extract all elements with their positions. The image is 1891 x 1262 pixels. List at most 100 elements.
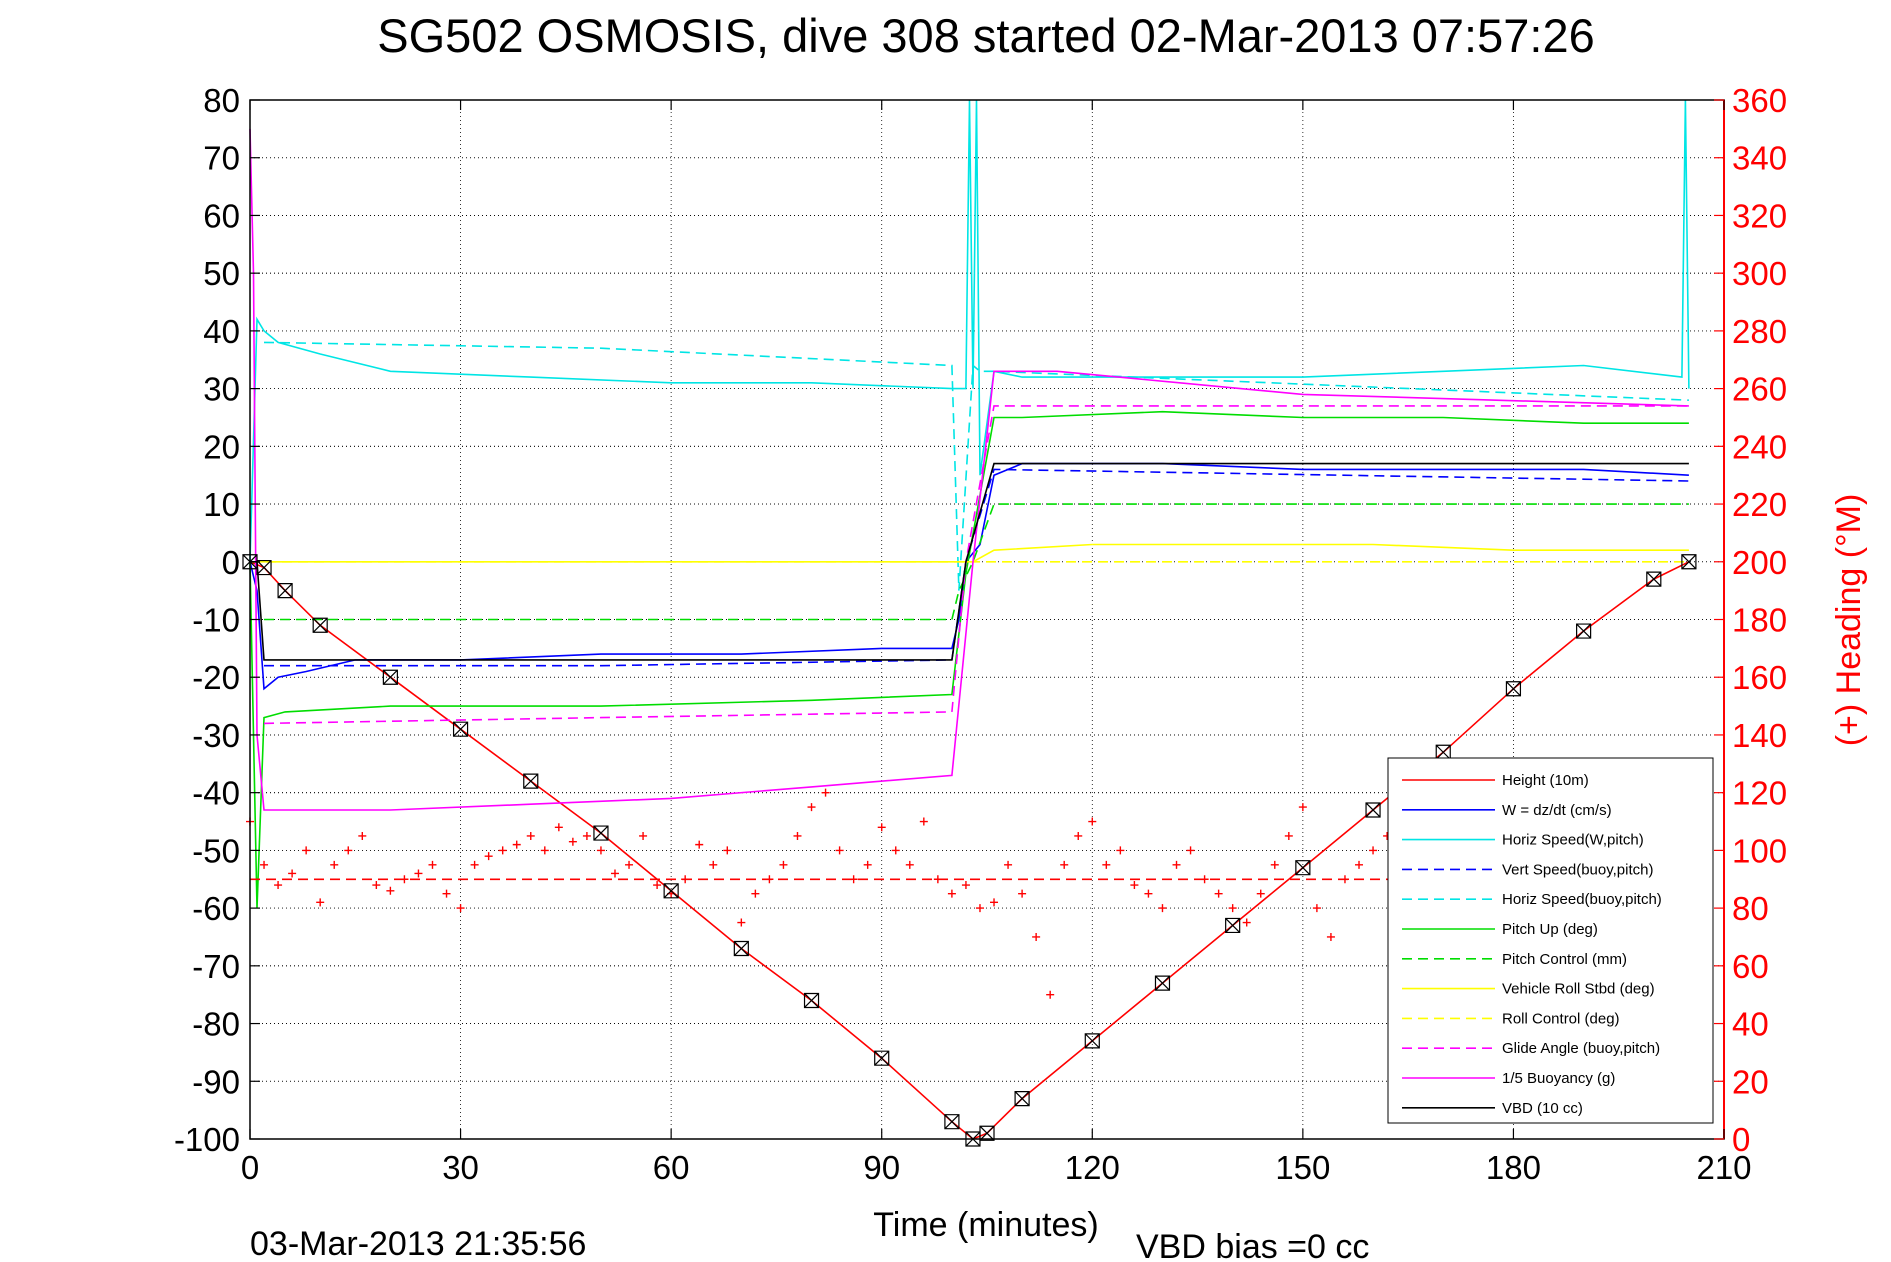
- legend-item-label: 1/5 Buoyancy (g): [1502, 1070, 1615, 1087]
- heading-point: [1018, 889, 1027, 898]
- heading-point: [990, 898, 999, 907]
- height-marker: [803, 992, 820, 1009]
- legend-box: [1387, 757, 1714, 1124]
- x-tick-label: 30: [442, 1149, 479, 1186]
- y-tick-label: -100: [174, 1121, 240, 1158]
- height-marker: [312, 617, 328, 633]
- height-marker: [663, 883, 679, 899]
- heading-point: [1214, 889, 1223, 898]
- y2-tick-label: 200: [1732, 544, 1787, 581]
- x-tick-label: 0: [241, 1149, 259, 1186]
- heading-point: [582, 831, 591, 840]
- heading-point: [1032, 932, 1041, 941]
- legend-item-label: Height (10m): [1502, 772, 1589, 789]
- height-marker: [1576, 623, 1592, 639]
- heading-point: [1130, 881, 1139, 890]
- heading-point: [512, 840, 521, 849]
- legend-item-label: W = dz/dt (cm/s): [1502, 802, 1612, 819]
- heading-point: [1172, 860, 1181, 869]
- heading-point: [807, 803, 816, 812]
- heading-point: [260, 860, 269, 869]
- ticks-layer: 0 30 60 90 120 150 180 210-100-90-80-70-60-50-4…: [174, 82, 1787, 1186]
- heading-point: [961, 881, 970, 890]
- height-marker: [382, 669, 398, 685]
- height-marker: [733, 940, 749, 957]
- heading-point: [653, 881, 662, 890]
- y2-tick-label: 40: [1732, 1006, 1769, 1043]
- heading-point: [1004, 860, 1013, 869]
- y-tick-label: 20: [203, 428, 240, 465]
- legend-item-label: Horiz Speed(W,pitch): [1502, 832, 1644, 849]
- height-markers: [242, 554, 1697, 1147]
- heading-point: [793, 831, 802, 840]
- y-tick-label: 10: [203, 486, 240, 523]
- heading-point: [470, 860, 479, 869]
- heading-point: [1116, 846, 1125, 855]
- y2-tick-label: 340: [1732, 140, 1787, 177]
- y2-tick-label: 20: [1732, 1063, 1769, 1100]
- heading-point: [1144, 889, 1153, 898]
- legend-item-label: Vert Speed(buoy,pitch): [1502, 861, 1653, 878]
- heading-point: [905, 860, 914, 869]
- y-tick-label: 0: [222, 544, 240, 581]
- y2-tick-label: 120: [1732, 775, 1787, 812]
- series-line-1-5-buoyancy-g: [249, 128, 1689, 811]
- heading-point: [1355, 860, 1364, 869]
- y-tick-label: 60: [203, 197, 240, 234]
- height-marker: [1014, 1090, 1030, 1107]
- heading-point: [526, 831, 535, 840]
- y2-tick-label: 300: [1732, 255, 1787, 292]
- y2-tick-label: 220: [1732, 486, 1787, 523]
- y-tick-label: -50: [192, 832, 240, 869]
- series-line-vbd-10-cc: [250, 462, 1689, 661]
- heading-point: [1270, 860, 1279, 869]
- height-marker: [256, 559, 272, 576]
- footer-vbd-bias: VBD bias =0 cc: [1136, 1228, 1369, 1262]
- heading-point: [1312, 904, 1321, 913]
- series-line-horiz-speed-w-pitch: [249, 99, 1690, 562]
- heading-point: [1186, 846, 1195, 855]
- series-line-pitch-up-deg: [249, 410, 1689, 909]
- heading-point: [625, 860, 634, 869]
- heading-point: [1074, 831, 1083, 840]
- y-tick-label: 50: [203, 255, 240, 292]
- series-line-horiz-speed-buoy-pitch: [263, 341, 1689, 591]
- height-marker: [979, 1125, 995, 1141]
- heading-point: [1228, 904, 1237, 913]
- heading-point: [358, 831, 367, 840]
- heading-point: [975, 904, 984, 913]
- heading-point: [1102, 860, 1111, 869]
- height-marker: [944, 1114, 960, 1130]
- heading-point: [1060, 860, 1069, 869]
- y-tick-label: -90: [192, 1063, 240, 1100]
- x-tick-label: 180: [1486, 1149, 1541, 1186]
- right-axis-label: (+) Heading (°M): [1830, 494, 1868, 747]
- y-tick-label: -30: [192, 717, 240, 754]
- heading-point: [877, 823, 886, 832]
- y2-tick-label: 320: [1732, 197, 1787, 234]
- heading-point: [288, 869, 297, 878]
- x-tick-label: 120: [1065, 1149, 1120, 1186]
- heading-point: [751, 889, 760, 898]
- heading-point: [372, 881, 381, 890]
- legend-items: Height (10m) W = dz/dt (cm/s) Horiz Speed(…: [1402, 772, 1662, 1117]
- heading-point: [330, 860, 339, 869]
- heading-point: [723, 846, 732, 855]
- heading-point: [1242, 918, 1251, 927]
- heading-point: [414, 869, 423, 878]
- heading-point: [554, 823, 563, 832]
- height-marker: [523, 773, 539, 789]
- x-axis-label: Time (minutes): [873, 1206, 1098, 1244]
- heading-point: [442, 889, 451, 898]
- y2-tick-label: 0: [1732, 1121, 1750, 1158]
- height-marker: [1646, 571, 1662, 587]
- heading-point: [428, 860, 437, 869]
- heading-point: [274, 881, 283, 890]
- legend-item-label: Pitch Up (deg): [1502, 921, 1598, 938]
- y2-tick-label: 180: [1732, 602, 1787, 639]
- height-marker: [1365, 802, 1381, 818]
- y2-tick-label: 80: [1732, 890, 1769, 927]
- y-tick-label: -20: [192, 659, 240, 696]
- y-tick-label: -70: [192, 948, 240, 985]
